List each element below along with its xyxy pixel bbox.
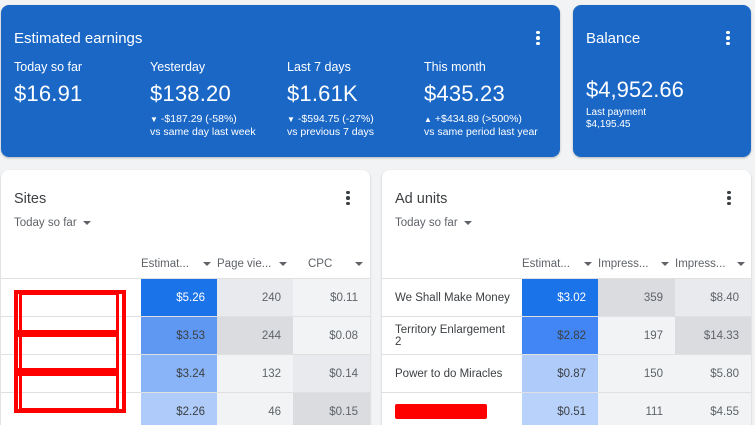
metric-value: $1.61K (287, 81, 358, 106)
balance-value: $4,952.66 (586, 77, 684, 102)
earnings-title: Estimated earnings (14, 30, 143, 47)
metric-value: $16.91 (14, 81, 83, 106)
column-impressions[interactable]: Impress... (598, 250, 675, 278)
metric-today: Today so far $16.91 (14, 60, 83, 107)
redaction-mark (395, 404, 487, 419)
impressions-cell: 111 (598, 393, 675, 425)
metric-last-7-days: Last 7 days $1.61K ▼ -$594.75 (-27%) vs p… (287, 60, 374, 139)
table-row[interactable]: $3.24 132 $0.14 (1, 354, 370, 393)
sort-caret-icon (355, 262, 363, 266)
metric-this-month: This month $435.23 ▲ +$434.89 (>500%) vs … (424, 60, 538, 139)
column-estimated-earnings[interactable]: Estimat... (141, 250, 217, 278)
estimated-earnings-cell: $3.24 (141, 355, 217, 393)
sort-caret-icon (279, 262, 287, 266)
metric-label: Last 7 days (287, 60, 351, 74)
up-arrow-icon: ▲ (424, 115, 432, 124)
estimated-earnings-cell: $3.53 (141, 317, 217, 355)
table-row[interactable]: We Shall Make Money $3.02 359 $8.40 (382, 278, 751, 317)
impression-rpm-cell: $14.33 (675, 317, 751, 355)
metric-value: $138.20 (150, 81, 231, 106)
estimated-earnings-cell: $0.51 (522, 393, 598, 425)
estimated-earnings-cell: $3.02 (522, 279, 598, 317)
impression-rpm-cell: $5.80 (675, 355, 751, 393)
sort-caret-icon (661, 262, 669, 266)
metric-delta: ▼ -$187.29 (-58%) vs same day last week (150, 113, 256, 138)
sites-table-header: Estimat... Page vie... CPC (1, 250, 370, 278)
metric-comparison: vs previous 7 days (287, 126, 374, 138)
estimated-earnings-cell: $5.26 (141, 279, 217, 317)
chevron-down-icon (463, 221, 472, 225)
last-payment-value: $4,195.45 (586, 119, 631, 130)
metric-comparison: vs same day last week (150, 126, 256, 138)
redaction-mark (18, 330, 118, 337)
balance-more-menu-icon[interactable] (718, 28, 738, 48)
ad-unit-name[interactable]: Power to do Miracles (395, 368, 503, 380)
metric-comparison: vs same period last year (424, 126, 538, 138)
down-arrow-icon: ▼ (150, 115, 158, 124)
table-row[interactable]: Territory Enlargement 2 $2.82 197 $14.33 (382, 316, 751, 355)
table-row[interactable]: $0.51 111 $4.55 (382, 392, 751, 425)
redaction-mark (19, 292, 119, 411)
metric-label: Today so far (14, 60, 83, 74)
sort-caret-icon (737, 262, 745, 266)
ad-units-card: Ad units Today so far Estimat... Impress… (382, 170, 751, 425)
impression-rpm-cell: $8.40 (675, 279, 751, 317)
page-views-cell: 46 (217, 393, 293, 425)
estimated-earnings-cell: $2.26 (141, 393, 217, 425)
table-row[interactable]: $5.26 240 $0.11 (1, 278, 370, 317)
ad-units-title: Ad units (395, 191, 448, 207)
metric-yesterday: Yesterday $138.20 ▼ -$187.29 (-58%) vs sa… (150, 60, 256, 139)
ad-unit-name[interactable]: We Shall Make Money (395, 292, 510, 304)
ad-units-more-menu-icon[interactable] (719, 188, 739, 208)
estimated-earnings-cell: $0.87 (522, 355, 598, 393)
metric-delta: ▼ -$594.75 (-27%) vs previous 7 days (287, 113, 374, 138)
impressions-cell: 197 (598, 317, 675, 355)
column-impression-rpm[interactable]: Impress... (675, 250, 751, 278)
impressions-cell: 150 (598, 355, 675, 393)
metric-delta: ▲ +$434.89 (>500%) vs same period last ye… (424, 113, 538, 138)
cpc-cell: $0.14 (293, 355, 370, 393)
metric-label: Yesterday (150, 60, 206, 74)
column-page-views[interactable]: Page vie... (217, 250, 293, 278)
estimated-earnings-card: Estimated earnings Today so far $16.91 Y… (1, 5, 560, 157)
table-row[interactable]: Power to do Miracles $0.87 150 $5.80 (382, 354, 751, 393)
page-views-cell: 132 (217, 355, 293, 393)
sites-more-menu-icon[interactable] (338, 188, 358, 208)
ad-units-table-header: Estimat... Impress... Impress... (382, 250, 751, 278)
ad-units-date-range-dropdown[interactable]: Today so far (395, 217, 472, 229)
cpc-cell: $0.15 (293, 393, 370, 425)
down-arrow-icon: ▼ (287, 115, 295, 124)
metric-label: This month (424, 60, 486, 74)
balance-card: Balance $4,952.66 Last payment $4,195.45 (573, 5, 751, 157)
ad-unit-name[interactable]: Territory Enlargement 2 (395, 324, 505, 348)
redaction-mark (18, 368, 116, 376)
cpc-cell: $0.08 (293, 317, 370, 355)
estimated-earnings-cell: $2.82 (522, 317, 598, 355)
sites-card: Sites Today so far Estimat... Page vie..… (1, 170, 370, 425)
earnings-more-menu-icon[interactable] (528, 28, 548, 48)
impressions-cell: 359 (598, 279, 675, 317)
sites-title: Sites (14, 191, 47, 207)
impression-rpm-cell: $4.55 (675, 393, 751, 425)
metric-value: $435.23 (424, 81, 505, 106)
column-estimated-earnings[interactable]: Estimat... (522, 250, 598, 278)
page-views-cell: 244 (217, 317, 293, 355)
page-views-cell: 240 (217, 279, 293, 317)
sort-caret-icon (584, 262, 592, 266)
chevron-down-icon (82, 221, 91, 225)
last-payment-label: Last payment (586, 107, 647, 118)
balance-title: Balance (586, 30, 641, 47)
last-payment: Last payment $4,195.45 (586, 107, 646, 131)
table-row[interactable]: $2.26 46 $0.15 (1, 392, 370, 425)
column-cpc[interactable]: CPC (293, 250, 369, 278)
sort-caret-icon (203, 262, 211, 266)
sites-date-range-dropdown[interactable]: Today so far (14, 217, 91, 229)
cpc-cell: $0.11 (293, 279, 370, 317)
table-row[interactable]: $3.53 244 $0.08 (1, 316, 370, 355)
